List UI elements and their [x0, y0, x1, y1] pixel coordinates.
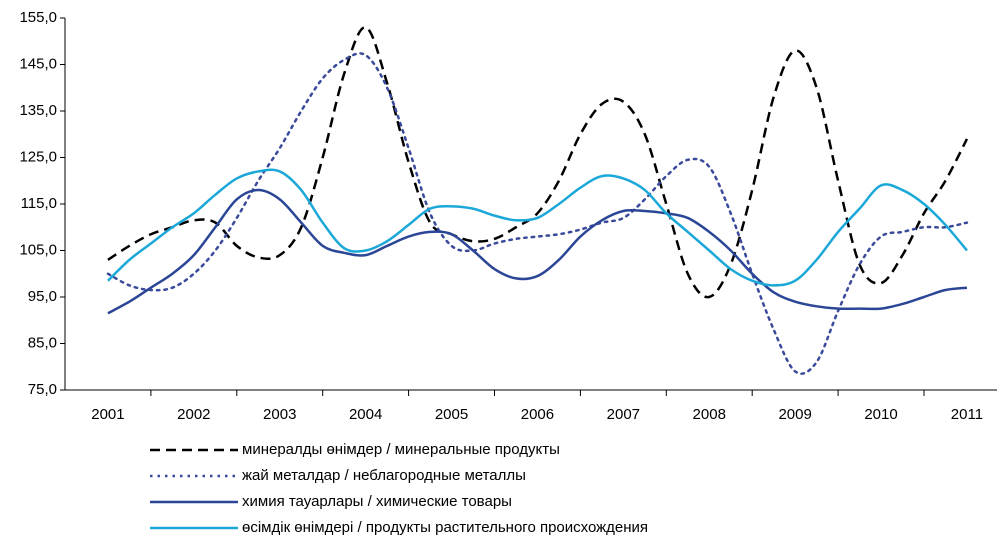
legend-label: жай металдар / неблагородные металлы: [242, 467, 526, 484]
y-tick-label: 115,0: [21, 195, 57, 212]
legend-label: химия тауарлары / химические товары: [242, 493, 512, 510]
y-tick-label: 125,0: [19, 148, 57, 165]
series-line: [106, 52, 969, 375]
y-tick-label: 105,0: [19, 241, 57, 258]
y-tick-label: 145,0: [19, 55, 57, 72]
y-tick-label: 95,0: [28, 288, 57, 305]
y-tick-label: 85,0: [28, 334, 57, 351]
x-tick-label: 2005: [435, 406, 468, 423]
x-tick-label: 2008: [693, 406, 726, 423]
series-line: [107, 26, 969, 299]
y-tick-label: 135,0: [19, 102, 57, 119]
x-tick-label: 2010: [864, 406, 897, 423]
x-tick-label: 2009: [778, 406, 811, 423]
x-tick-label: 2003: [263, 406, 296, 423]
x-tick-label: 2007: [607, 406, 640, 423]
x-tick-label: 2002: [177, 406, 210, 423]
x-tick-label: 2004: [349, 406, 382, 423]
x-tick-label: 2006: [521, 406, 554, 423]
x-tick-label: 2011: [951, 406, 983, 423]
legend-label: минералды өнімдер / минеральные продукты: [242, 441, 560, 458]
legend-label: өсімдік өнімдері / продукты растительног…: [242, 519, 648, 536]
series-line: [107, 188, 968, 315]
y-tick-label: 75,0: [28, 381, 57, 398]
y-tick-label: 155,0: [19, 9, 57, 26]
x-tick-label: 2001: [91, 406, 124, 423]
series-line: [107, 168, 968, 287]
